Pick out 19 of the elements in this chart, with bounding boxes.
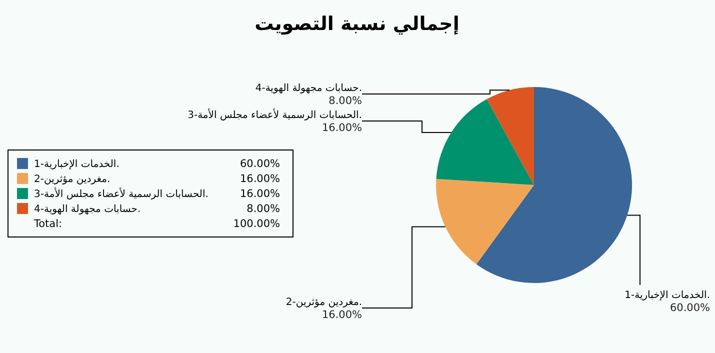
text: Total:: [34, 218, 62, 230]
legend-label: 4-حسابات مجهولة الهوية.: [34, 204, 141, 215]
slice-label: 3-الحسابات الرسمية لأعضاء مجلس الأمة.: [188, 108, 362, 121]
slice-label: 4-حسابات مجهولة الهوية.: [255, 83, 362, 94]
legend-label: 2-مغردين مؤثرين.: [34, 174, 110, 185]
data-label: 16.00%: [322, 309, 362, 321]
text: 8.00%: [246, 203, 280, 215]
data-label: 8.00%: [328, 95, 362, 107]
text: 100.00%: [233, 218, 280, 230]
text: 16.00%: [240, 173, 280, 185]
slice-label: 2-مغردين مؤثرين.: [286, 297, 362, 308]
text: 16.00%: [240, 188, 280, 200]
data-label: 60.00%: [670, 302, 710, 314]
data-label: 16.00%: [322, 122, 362, 134]
text: 60.00%: [240, 158, 280, 170]
legend-label: 3-الحسابات الرسمية لأعضاء مجلس الأمة.: [34, 187, 208, 200]
legend-label: 1-الخدمات الإخبارية.: [34, 159, 120, 170]
slice-label: 1-الخدمات الإخبارية.: [624, 290, 710, 301]
chart-title: إجمالي نسبة التصويت: [254, 13, 460, 35]
